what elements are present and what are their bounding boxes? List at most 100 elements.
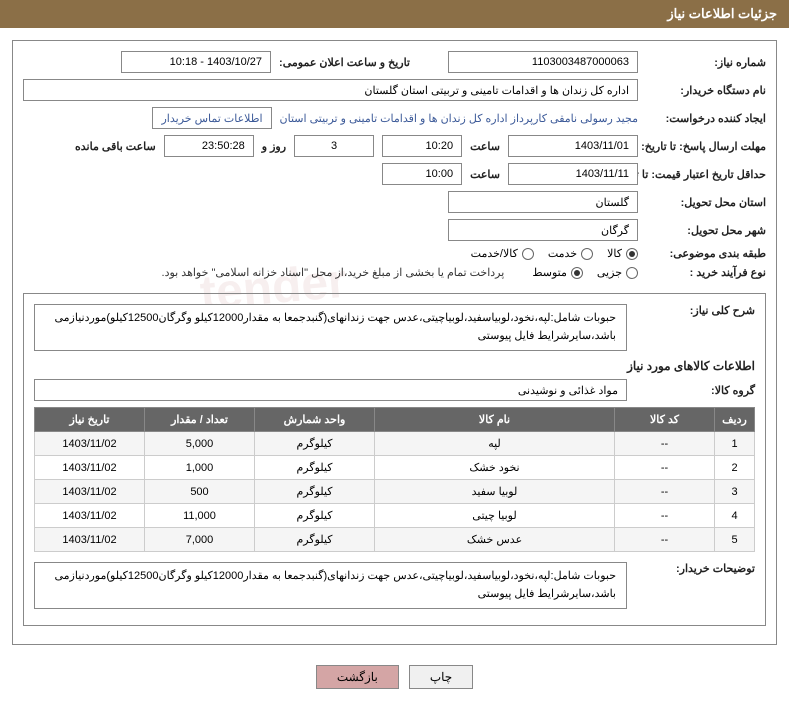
cat-radio-2[interactable]: خدمت [548, 247, 593, 260]
deadline-label: مهلت ارسال پاسخ: تا تاریخ: [646, 140, 766, 153]
requester-label: ایجاد کننده درخواست: [646, 112, 766, 125]
radio-icon [571, 267, 583, 279]
inner-fieldset: شرح کلی نیاز: حبوبات شامل:لپه،نخود،لوبیا… [23, 293, 766, 626]
validity-label: حداقل تاریخ اعتبار قیمت: تا تاریخ: [646, 168, 766, 181]
cell-qty: 1,000 [145, 456, 255, 480]
cell-code: -- [615, 456, 715, 480]
items-section-title: اطلاعات کالاهای مورد نیاز [34, 359, 755, 373]
th-idx: ردیف [715, 408, 755, 432]
cell-code: -- [615, 528, 715, 552]
table-row: 5--عدس خشککیلوگرم7,0001403/11/02 [35, 528, 755, 552]
summary-label: شرح کلی نیاز: [635, 304, 755, 317]
city-label: شهر محل تحویل: [646, 224, 766, 237]
cell-name: عدس خشک [375, 528, 615, 552]
page-title: جزئیات اطلاعات نیاز [667, 6, 777, 21]
need-number-value: 1103003487000063 [448, 51, 638, 73]
th-qty: تعداد / مقدار [145, 408, 255, 432]
radio-icon [626, 248, 638, 260]
row-summary: شرح کلی نیاز: حبوبات شامل:لپه،نخود،لوبیا… [34, 304, 755, 351]
deadline-date: 1403/11/01 [508, 135, 638, 157]
row-need-number: شماره نیاز: 1103003487000063 تاریخ و ساع… [23, 51, 766, 73]
row-province: استان محل تحویل: گلستان [23, 191, 766, 213]
row-category: طبقه بندی موضوعی: کالا خدمت کالا/خدمت [23, 247, 766, 260]
cell-unit: کیلوگرم [255, 480, 375, 504]
cell-idx: 1 [715, 432, 755, 456]
radio-icon [522, 248, 534, 260]
cat-radio-3[interactable]: کالا/خدمت [471, 247, 534, 260]
page-header: جزئیات اطلاعات نیاز [0, 0, 789, 28]
cell-date: 1403/11/02 [35, 504, 145, 528]
cell-date: 1403/11/02 [35, 480, 145, 504]
group-label: گروه کالا: [635, 384, 755, 397]
th-code: کد کالا [615, 408, 715, 432]
row-buyer: نام دستگاه خریدار: اداره کل زندان ها و ا… [23, 79, 766, 101]
cell-code: -- [615, 480, 715, 504]
cell-idx: 2 [715, 456, 755, 480]
cell-unit: کیلوگرم [255, 432, 375, 456]
contact-link[interactable]: اطلاعات تماس خریدار [152, 107, 271, 129]
process-note: پرداخت تمام یا بخشی از مبلغ خرید،از محل … [162, 266, 505, 279]
time-label-1: ساعت [470, 140, 500, 153]
cell-idx: 3 [715, 480, 755, 504]
province-value: گلستان [448, 191, 638, 213]
group-value: مواد غذائی و نوشیدنی [34, 379, 627, 401]
cell-qty: 11,000 [145, 504, 255, 528]
table-row: 4--لوبیا چیتیکیلوگرم11,0001403/11/02 [35, 504, 755, 528]
buyer-notes-label: توضیحات خریدار: [635, 562, 755, 575]
remaining-label: ساعت باقی مانده [75, 140, 156, 153]
cell-qty: 500 [145, 480, 255, 504]
time-label-2: ساعت [470, 168, 500, 181]
row-requester: ایجاد کننده درخواست: مجید رسولی نامقی کا… [23, 107, 766, 129]
days-count: 3 [294, 135, 374, 157]
cell-qty: 7,000 [145, 528, 255, 552]
table-row: 2--نخود خشککیلوگرم1,0001403/11/02 [35, 456, 755, 480]
th-unit: واحد شمارش [255, 408, 375, 432]
radio-icon [626, 267, 638, 279]
cat-radio-1[interactable]: کالا [607, 247, 638, 260]
main-container: tender جزئیات اطلاعات نیاز شماره نیاز: 1… [0, 0, 789, 707]
buyer-label: نام دستگاه خریدار: [646, 84, 766, 97]
cell-idx: 5 [715, 528, 755, 552]
th-name: نام کالا [375, 408, 615, 432]
radio-icon [581, 248, 593, 260]
cell-idx: 4 [715, 504, 755, 528]
countdown-value: 23:50:28 [164, 135, 254, 157]
days-label: روز و [262, 140, 286, 153]
th-date: تاریخ نیاز [35, 408, 145, 432]
cell-name: لپه [375, 432, 615, 456]
validity-time: 10:00 [382, 163, 462, 185]
cell-name: لوبیا چیتی [375, 504, 615, 528]
cell-qty: 5,000 [145, 432, 255, 456]
main-fieldset: شماره نیاز: 1103003487000063 تاریخ و ساع… [12, 40, 777, 645]
cell-unit: کیلوگرم [255, 528, 375, 552]
cell-name: لوبیا سفید [375, 480, 615, 504]
announce-value: 1403/10/27 - 10:18 [121, 51, 271, 73]
proc-radio-2[interactable]: متوسط [532, 266, 583, 279]
row-city: شهر محل تحویل: گرگان [23, 219, 766, 241]
row-validity: حداقل تاریخ اعتبار قیمت: تا تاریخ: 1403/… [23, 163, 766, 185]
row-buyer-notes: توضیحات خریدار: حبوبات شامل:لپه،نخود،لوب… [34, 562, 755, 609]
table-row: 1--لپهکیلوگرم5,0001403/11/02 [35, 432, 755, 456]
cell-unit: کیلوگرم [255, 456, 375, 480]
validity-date: 1403/11/11 [508, 163, 638, 185]
announce-label: تاریخ و ساعت اعلان عمومی: [279, 56, 410, 69]
process-radio-group: جزیی متوسط [532, 266, 638, 279]
city-value: گرگان [448, 219, 638, 241]
button-row: چاپ بازگشت [12, 653, 777, 695]
cell-name: نخود خشک [375, 456, 615, 480]
deadline-time: 10:20 [382, 135, 462, 157]
row-deadline: مهلت ارسال پاسخ: تا تاریخ: 1403/11/01 سا… [23, 135, 766, 157]
buyer-notes-value: حبوبات شامل:لپه،نخود،لوبیاسفید،لوبیاچیتی… [34, 562, 627, 609]
table-header-row: ردیف کد کالا نام کالا واحد شمارش تعداد /… [35, 408, 755, 432]
cell-code: -- [615, 432, 715, 456]
requester-value: مجید رسولی نامقی کارپرداز اداره کل زندان… [280, 112, 638, 125]
province-label: استان محل تحویل: [646, 196, 766, 209]
summary-value: حبوبات شامل:لپه،نخود،لوبیاسفید،لوبیاچیتی… [34, 304, 627, 351]
cell-date: 1403/11/02 [35, 432, 145, 456]
cell-code: -- [615, 504, 715, 528]
need-number-label: شماره نیاز: [646, 56, 766, 69]
proc-radio-1[interactable]: جزیی [597, 266, 638, 279]
cell-unit: کیلوگرم [255, 504, 375, 528]
cell-date: 1403/11/02 [35, 528, 145, 552]
table-row: 3--لوبیا سفیدکیلوگرم5001403/11/02 [35, 480, 755, 504]
